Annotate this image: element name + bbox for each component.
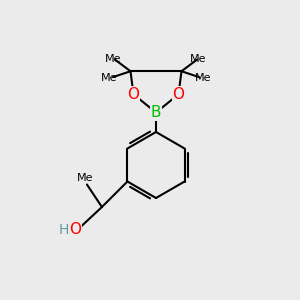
Text: B: B (151, 105, 161, 120)
Text: Me: Me (101, 73, 118, 83)
Text: Me: Me (190, 54, 207, 64)
Text: O: O (69, 222, 81, 237)
Text: Me: Me (194, 73, 211, 83)
Text: O: O (128, 87, 140, 102)
Text: H: H (58, 223, 69, 236)
Text: Me: Me (77, 173, 94, 183)
Text: O: O (172, 87, 184, 102)
Text: Me: Me (105, 54, 122, 64)
